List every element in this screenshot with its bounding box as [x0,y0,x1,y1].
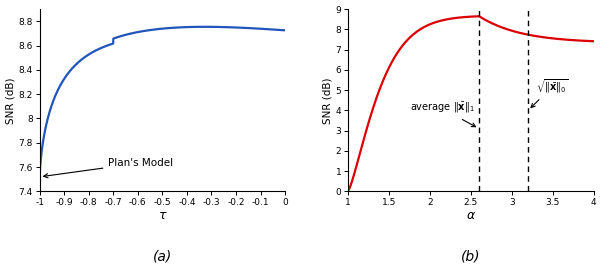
Text: Plan's Model: Plan's Model [43,158,173,178]
X-axis label: τ: τ [159,209,166,222]
Text: average $\|\bar{\mathbf{x}}\|_1$: average $\|\bar{\mathbf{x}}\|_1$ [409,101,476,127]
Text: (a): (a) [153,250,172,264]
Text: $\sqrt{\|\bar{\mathbf{x}}\|_0}$: $\sqrt{\|\bar{\mathbf{x}}\|_0}$ [531,77,569,108]
Text: (b): (b) [461,250,480,264]
Y-axis label: SNR (dB): SNR (dB) [5,77,16,123]
Y-axis label: SNR (dB): SNR (dB) [323,77,333,123]
X-axis label: α: α [467,209,475,222]
